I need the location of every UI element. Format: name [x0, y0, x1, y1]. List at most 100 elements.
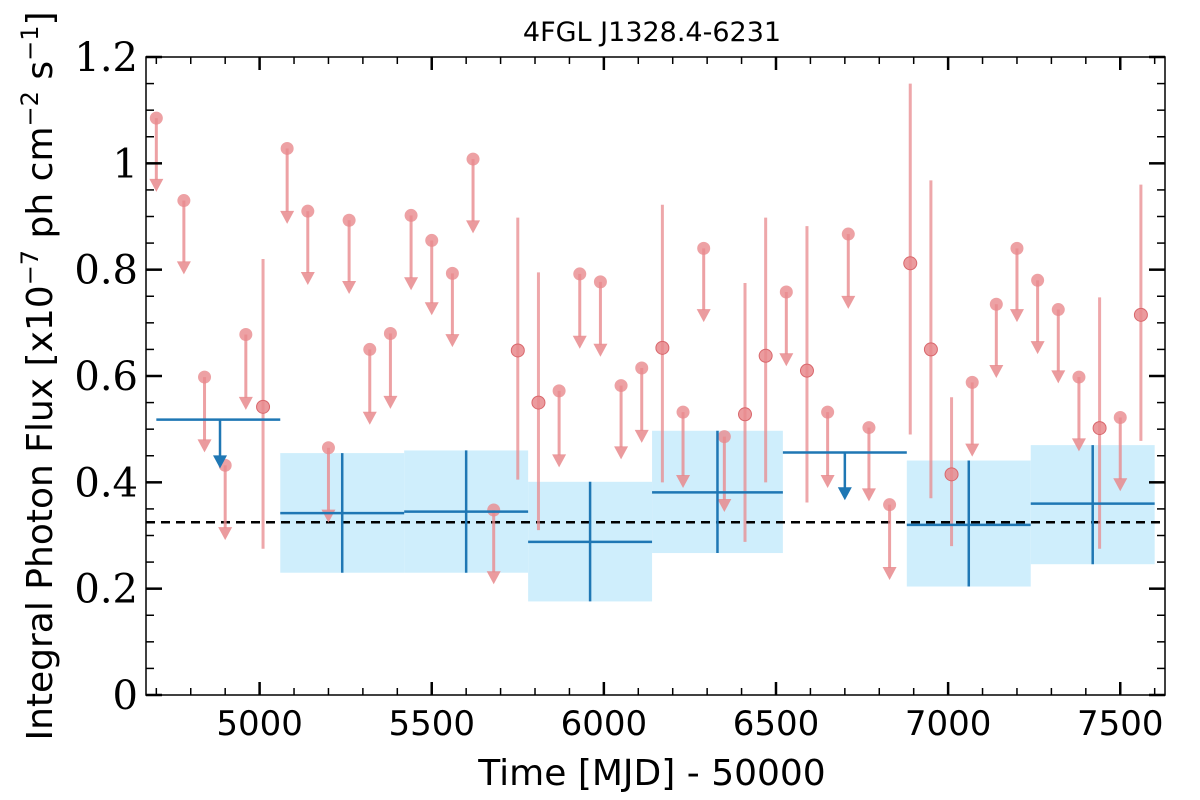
fine-detection-11 — [1133, 184, 1148, 441]
coarse-ul-arrowhead — [837, 487, 852, 501]
fine-detection-7 — [903, 83, 918, 435]
fine-ul-arrowhead — [238, 396, 253, 410]
fine-upper-limit-34 — [1071, 370, 1086, 452]
fine-upper-limit-23 — [717, 430, 732, 512]
fine-ul-arrowhead — [362, 411, 377, 425]
fine-upper-limit-28 — [882, 498, 897, 581]
fine-ul-arrowhead — [989, 365, 1004, 378]
y-axis-label: Integral Photon Flux [x10−7 ph cm−2 s−1] — [16, 11, 61, 740]
fine-ul-arrowhead — [696, 309, 711, 323]
fine-ul-arrowhead — [717, 498, 732, 512]
coarse-binned-points — [156, 418, 1155, 602]
fine-ul-arrowhead — [383, 395, 398, 409]
fine-ul-marker — [883, 498, 897, 512]
y-axis-label-exp1: −7 — [16, 250, 44, 285]
fine-ul-arrowhead — [424, 302, 439, 316]
fine-detection-2 — [531, 272, 546, 531]
fine-ul-arrowhead — [676, 475, 691, 489]
fine-ul-marker — [445, 266, 459, 280]
y-tick-label: 1 — [113, 141, 138, 187]
fine-ul-arrowhead — [466, 220, 481, 234]
x-tick-label: 6500 — [733, 704, 820, 744]
fine-upper-limit-15 — [486, 503, 501, 585]
axis-ticks: 5000 5500 6000 6500 7000 7500 0 0.2 0.4 0.6 0.8 1 1.… — [74, 35, 1165, 744]
fine-upper-limit-20 — [634, 361, 649, 443]
fine-det-marker — [1092, 421, 1107, 436]
fine-detection-10 — [1092, 297, 1107, 549]
fine-det-marker — [944, 467, 959, 482]
fine-upper-limit-12 — [424, 233, 439, 316]
fine-ul-arrowhead — [1009, 309, 1024, 323]
y-tick-label: 0.2 — [74, 567, 138, 613]
fine-upper-limit-8 — [342, 213, 357, 294]
fine-ul-marker — [841, 227, 855, 241]
fine-upper-limit-33 — [1051, 303, 1066, 384]
y-axis-label-mid2: s — [20, 61, 61, 91]
fine-upper-limit-0 — [149, 111, 164, 192]
coarse-detection-5 — [1030, 445, 1155, 565]
y-axis-label-exp3: −1 — [16, 26, 44, 61]
fine-ul-marker — [466, 152, 480, 166]
fine-det-marker — [510, 343, 525, 358]
y-axis-label-exp2: −2 — [16, 91, 44, 126]
fine-upper-limit-24 — [779, 285, 794, 367]
fine-ul-arrowhead — [593, 343, 608, 357]
fine-det-marker — [531, 395, 546, 410]
fine-detection-0 — [256, 259, 271, 549]
fine-ul-marker — [1072, 370, 1086, 384]
fine-ul-arrowhead — [779, 353, 794, 367]
fine-ul-marker — [404, 208, 418, 222]
y-axis-label-mid: ph cm — [20, 126, 61, 249]
fine-ul-arrowhead — [445, 334, 460, 348]
y-tick-label: 0 — [113, 673, 138, 719]
fine-ul-marker — [676, 405, 690, 419]
coarse-detection-4 — [906, 460, 1031, 587]
fine-ul-arrowhead — [197, 439, 212, 453]
fine-ul-marker — [301, 204, 315, 218]
x-tick-label: 7500 — [1077, 704, 1164, 744]
coarse-detection-3 — [652, 430, 783, 554]
fine-ul-arrowhead — [572, 335, 587, 349]
fine-ul-arrowhead — [486, 571, 501, 585]
y-tick-label: 0.8 — [74, 248, 138, 294]
fine-upper-limit-13 — [445, 266, 460, 348]
fine-ul-marker — [779, 285, 793, 299]
fine-ul-marker — [149, 111, 163, 125]
fine-detection-9 — [944, 397, 959, 547]
fine-ul-marker — [280, 141, 294, 155]
plot-frame — [145, 56, 1166, 696]
y-axis-label-main: Integral Photon Flux [x10 — [20, 285, 61, 740]
fine-ul-marker — [177, 194, 191, 208]
fine-ul-arrowhead — [1051, 370, 1066, 384]
fine-ul-arrowhead — [280, 210, 295, 224]
fine-ul-marker — [321, 441, 335, 455]
fine-ul-arrowhead — [841, 295, 856, 309]
fine-ul-marker — [239, 328, 253, 342]
fine-upper-limit-29 — [965, 375, 980, 457]
fine-upper-limit-32 — [1030, 273, 1045, 355]
fine-det-marker — [758, 348, 773, 363]
fine-ul-marker — [614, 379, 628, 393]
fine-upper-limit-6 — [300, 204, 315, 285]
fine-ul-marker — [487, 503, 501, 517]
fine-upper-limit-11 — [404, 208, 419, 291]
fine-det-marker — [655, 340, 670, 355]
y-tick-label: 0.6 — [74, 354, 138, 400]
fine-upper-limit-27 — [861, 421, 876, 502]
coarse-detection-2 — [528, 481, 653, 602]
fine-detection-3 — [655, 204, 670, 483]
fine-ul-arrowhead — [634, 429, 649, 443]
fine-upper-limit-19 — [614, 379, 629, 460]
fine-upper-limit-2 — [197, 370, 212, 453]
fine-ul-marker — [1051, 303, 1065, 317]
fine-upper-limit-5 — [280, 141, 295, 224]
fine-upper-limit-22 — [696, 241, 711, 323]
fine-ul-arrowhead — [882, 567, 897, 581]
fine-ul-marker — [1010, 241, 1024, 255]
fine-upper-limit-3 — [218, 458, 233, 541]
fine-ul-marker — [1031, 273, 1045, 287]
fine-ul-arrowhead — [218, 527, 233, 541]
fine-upper-limit-31 — [1009, 241, 1024, 323]
y-tick-label: 1.2 — [74, 35, 138, 81]
coarse-upper-limit-1 — [782, 451, 907, 501]
